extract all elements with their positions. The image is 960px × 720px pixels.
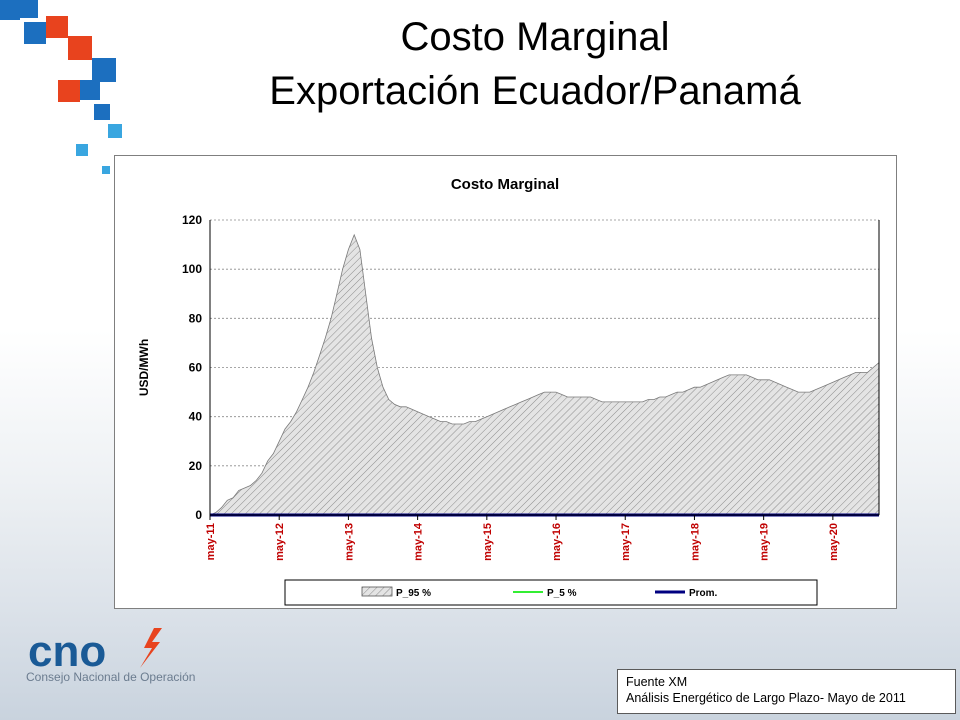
source-line-1: Fuente XM (626, 675, 688, 689)
x-tick-label: may-11 (205, 523, 217, 560)
legend-p95-label: P_95 % (396, 588, 431, 599)
x-tick-label: may-17 (620, 523, 632, 561)
x-tick-label: may-19 (759, 523, 771, 561)
y-tick-label: 20 (189, 459, 203, 473)
x-tick-label: may-14 (413, 522, 425, 561)
costo-marginal-chart: Costo Marginal 0 20 40 60 80 100 120 USD/MWh may-… (137, 176, 880, 606)
y-tick-label: 40 (189, 410, 203, 424)
x-tick-label: may-15 (482, 523, 494, 561)
y-tick-label: 100 (182, 262, 202, 276)
source-note: Fuente XM Análisis Energético de Largo P… (617, 669, 956, 714)
x-tick-label: may-12 (274, 523, 286, 561)
legend-prom-label: Prom. (689, 588, 718, 599)
slide-title-line-1: Costo Marginal (400, 15, 670, 59)
x-tick-label: may-18 (689, 523, 701, 561)
slide-title-line-2: Exportación Ecuador/Panamá (269, 69, 801, 113)
series-p95-area (209, 233, 880, 516)
y-tick-label: 0 (195, 508, 202, 522)
y-tick-label: 60 (189, 361, 203, 375)
cno-logo: cno (28, 627, 162, 676)
y-tick-label: 120 (182, 213, 202, 227)
chart-panel: Costo Marginal 0 20 40 60 80 100 120 USD/MWh may-… (114, 155, 897, 609)
y-tick-label: 80 (189, 311, 203, 325)
lightning-bolt-icon (140, 628, 162, 668)
corner-squares-decoration (0, 0, 122, 174)
x-tick-label: may-16 (551, 523, 563, 561)
legend-p5-label: P_5 % (547, 588, 577, 599)
source-line-2: Análisis Energético de Largo Plazo- Mayo… (626, 691, 906, 705)
x-tick-label: may-20 (828, 523, 840, 561)
logo-subtitle: Consejo Nacional de Operación (26, 670, 196, 684)
x-tick-label: may-13 (343, 523, 355, 561)
y-axis-label: USD/MWh (137, 339, 151, 396)
chart-title: Costo Marginal (451, 176, 559, 193)
legend-p95-swatch (361, 586, 393, 597)
logo-text: cno (28, 627, 106, 676)
